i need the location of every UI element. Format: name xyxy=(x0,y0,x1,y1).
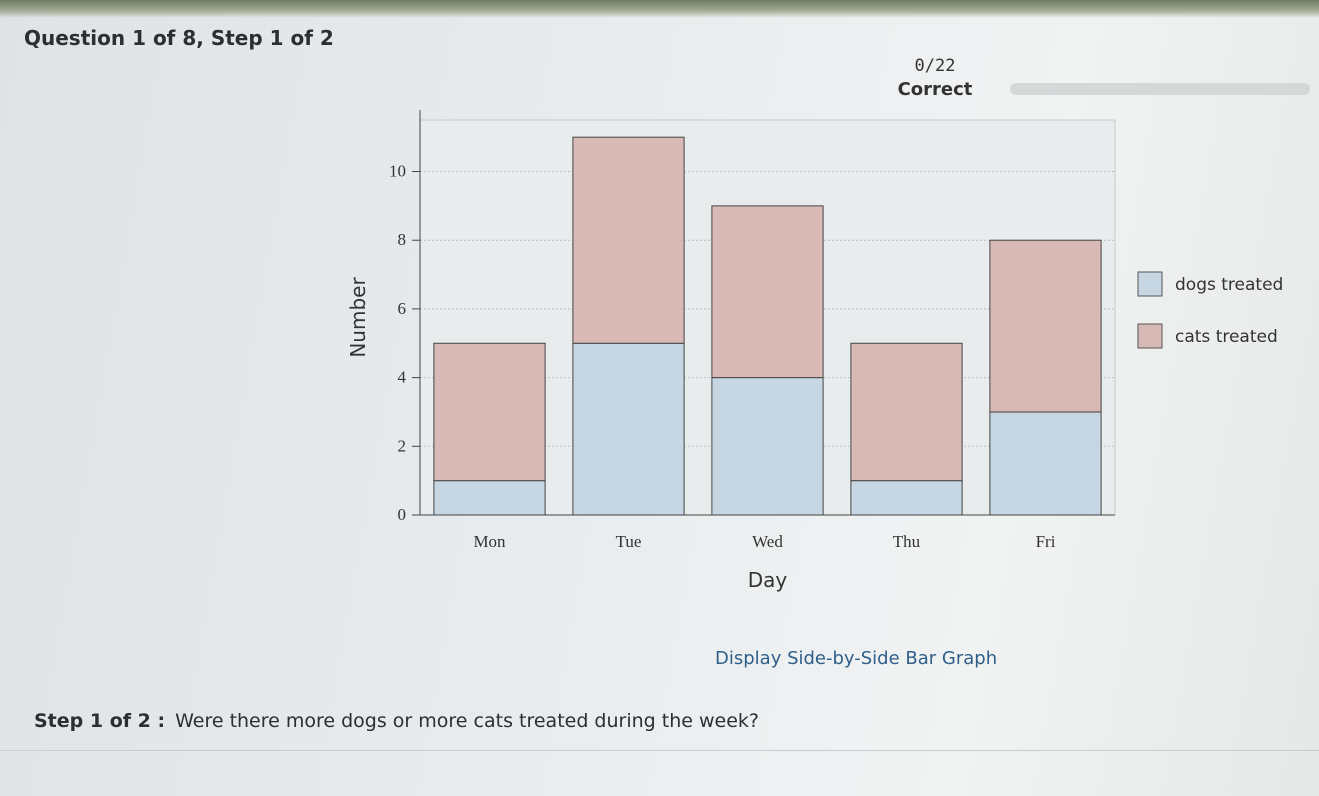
score-progress-bar xyxy=(1010,83,1310,95)
bar-dogs-treated-mon xyxy=(433,480,546,516)
x-tick-label: Thu xyxy=(893,532,921,551)
score-value: 0/22 xyxy=(914,56,956,76)
bar-dogs-treated-wed xyxy=(711,377,824,516)
x-axis-label: Day xyxy=(748,568,788,592)
divider xyxy=(0,750,1319,751)
y-tick-label: 4 xyxy=(398,368,407,387)
bar-cats-treated-fri xyxy=(989,239,1102,413)
y-tick-label: 2 xyxy=(398,436,407,455)
x-tick-label: Mon xyxy=(473,532,506,551)
bar-cats-treated-tue xyxy=(572,136,685,344)
bar-cats-treated-thu xyxy=(850,342,963,482)
legend-label-dogs-treated: dogs treated xyxy=(1175,275,1283,295)
step-label: Step 1 of 2 : xyxy=(34,710,166,732)
y-tick-label: 6 xyxy=(398,299,407,318)
y-tick-label: 8 xyxy=(398,230,407,249)
step-question-text: Were there more dogs or more cats treate… xyxy=(175,710,759,732)
x-tick-label: Wed xyxy=(752,532,783,551)
x-tick-label: Tue xyxy=(616,532,642,551)
legend-swatch-dogs-treated xyxy=(1137,271,1163,297)
chart-axes: 0 2 4 6 8 10 Mon Tue Wed Thu Fri xyxy=(389,110,1115,551)
y-tick-label: 10 xyxy=(389,162,406,181)
bar-cats-treated-wed xyxy=(711,205,824,379)
question-title: Question 1 of 8, Step 1 of 2 xyxy=(24,26,334,50)
y-axis-label: Number xyxy=(346,277,370,358)
stacked-bar-chart: 0 2 4 6 8 10 Mon Tue Wed Thu Fri dogs treated cats … xyxy=(346,110,1283,592)
bar-dogs-treated-tue xyxy=(572,342,685,516)
step-prompt: Step 1 of 2 : Were there more dogs or mor… xyxy=(34,710,759,732)
bar-cats-treated-mon xyxy=(433,342,546,482)
bar-dogs-treated-thu xyxy=(850,480,963,516)
score-label: Correct xyxy=(897,79,973,100)
x-tick-label: Fri xyxy=(1036,532,1056,551)
side-by-side-toggle-link[interactable]: Display Side-by-Side Bar Graph xyxy=(715,648,998,669)
y-tick-label: 0 xyxy=(398,505,407,524)
legend-swatch-cats-treated xyxy=(1137,323,1163,349)
chart-bars xyxy=(433,136,1102,516)
bar-dogs-treated-fri xyxy=(989,411,1102,516)
window-top-band xyxy=(0,0,1319,18)
chart-legend: dogs treated cats treated xyxy=(1137,271,1283,349)
legend-label-cats-treated: cats treated xyxy=(1175,327,1278,347)
